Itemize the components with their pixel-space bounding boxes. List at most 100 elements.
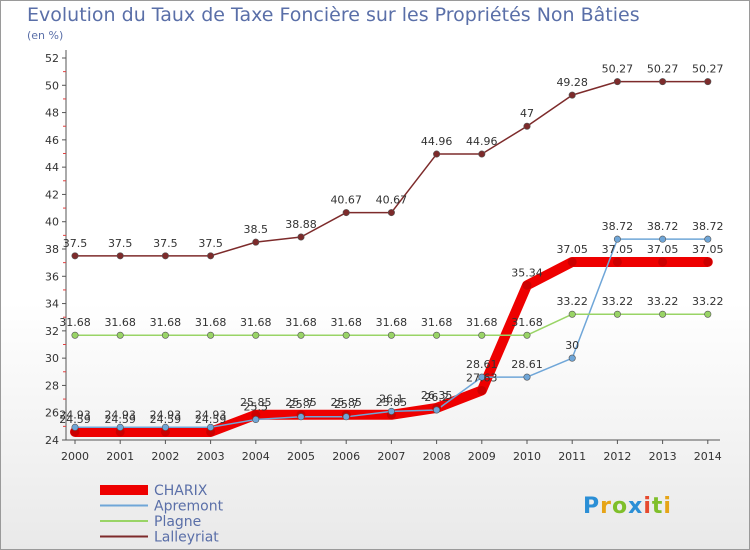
proxiti-logo: Proxiti	[583, 494, 672, 519]
legend-label-apremont: Apremont	[154, 499, 224, 515]
data-label-lalleyriat: 50.27	[602, 63, 634, 76]
chart-title: Evolution du Taux de Taxe Foncière sur l…	[27, 4, 640, 26]
data-point-apremont	[478, 373, 486, 381]
y-tick-label: 26	[45, 407, 59, 420]
data-point-plagne	[523, 331, 531, 339]
data-point-plagne	[568, 310, 576, 318]
data-label-lalleyriat: 50.27	[692, 63, 724, 76]
data-label-apremont: 38.72	[692, 220, 724, 233]
legend-label-lalleyriat: Lalleyriat	[154, 530, 219, 546]
data-point-lalleyriat	[161, 252, 169, 260]
y-tick-label: 36	[45, 270, 59, 283]
data-point-lalleyriat	[613, 78, 621, 86]
data-point-lalleyriat	[568, 91, 576, 99]
data-point-plagne	[704, 310, 712, 318]
y-tick-label: 28	[45, 379, 59, 392]
data-point-lalleyriat	[659, 78, 667, 86]
x-tick-label: 2011	[558, 450, 586, 463]
data-label-plagne: 33.22	[647, 295, 679, 308]
data-label-plagne: 31.68	[511, 316, 543, 329]
data-label-plagne: 31.68	[104, 316, 136, 329]
data-label-charix: 37.05	[602, 243, 634, 256]
data-label-apremont: 28.61	[466, 358, 498, 371]
data-label-plagne: 31.68	[376, 316, 408, 329]
data-point-plagne	[342, 331, 350, 339]
data-point-charix	[567, 257, 577, 267]
data-label-charix: 37.05	[692, 243, 724, 256]
data-label-plagne: 31.68	[59, 316, 91, 329]
x-tick-label: 2005	[287, 450, 315, 463]
y-tick-label: 40	[45, 216, 59, 229]
data-label-lalleyriat: 40.67	[376, 194, 408, 207]
data-point-apremont	[523, 373, 531, 381]
y-tick-label: 50	[45, 79, 59, 92]
data-label-lalleyriat: 50.27	[647, 63, 679, 76]
data-label-apremont: 26.1	[379, 392, 404, 405]
data-point-apremont	[161, 423, 169, 431]
data-point-plagne	[433, 331, 441, 339]
x-tick-label: 2003	[197, 450, 225, 463]
x-tick-label: 2001	[106, 450, 134, 463]
data-label-charix: 37.05	[556, 243, 588, 256]
data-point-lalleyriat	[704, 78, 712, 86]
data-point-lalleyriat	[478, 150, 486, 158]
data-point-apremont	[297, 413, 305, 421]
data-point-plagne	[613, 310, 621, 318]
data-label-plagne: 31.68	[466, 316, 498, 329]
data-point-apremont	[433, 406, 441, 414]
data-point-charix	[477, 385, 487, 395]
data-point-apremont	[71, 423, 79, 431]
data-point-apremont	[207, 423, 215, 431]
y-tick-label: 32	[45, 325, 59, 338]
data-label-lalleyriat: 37.5	[63, 237, 88, 250]
data-label-apremont: 24.93	[195, 408, 227, 421]
data-point-charix	[522, 280, 532, 290]
legend-label-charix: CHARIX	[154, 483, 208, 499]
data-label-lalleyriat: 37.5	[108, 237, 133, 250]
data-point-apremont	[659, 235, 667, 243]
x-tick-label: 2009	[468, 450, 496, 463]
data-label-charix: 25.85	[376, 396, 408, 409]
data-label-charix: 35.34	[511, 266, 543, 279]
data-point-plagne	[116, 331, 124, 339]
data-label-charix: 25.85	[240, 396, 272, 409]
y-tick-label: 24	[45, 434, 59, 447]
x-tick-label: 2006	[332, 450, 360, 463]
data-label-charix: 37.05	[647, 243, 679, 256]
data-label-charix: 26.35	[421, 389, 453, 402]
x-tick-label: 2012	[603, 450, 631, 463]
y-tick-label: 44	[45, 161, 59, 174]
data-label-lalleyriat: 38.5	[244, 223, 269, 236]
x-tick-label: 2002	[151, 450, 179, 463]
data-point-apremont	[568, 354, 576, 362]
data-point-lalleyriat	[297, 233, 305, 241]
data-label-charix: 25.85	[285, 396, 317, 409]
y-tick-label: 48	[45, 107, 59, 120]
data-label-apremont: 25.5	[244, 401, 269, 414]
data-label-lalleyriat: 38.88	[285, 218, 317, 231]
data-label-plagne: 31.68	[421, 316, 453, 329]
data-point-charix	[612, 257, 622, 267]
data-point-plagne	[297, 331, 305, 339]
data-label-apremont: 25.7	[289, 398, 314, 411]
data-label-charix: 24.59	[59, 413, 91, 426]
data-label-plagne: 31.68	[195, 316, 227, 329]
data-point-plagne	[207, 331, 215, 339]
y-unit-label: (en %)	[27, 29, 64, 42]
data-point-plagne	[252, 331, 260, 339]
data-label-lalleyriat: 47	[520, 107, 534, 120]
y-tick-label: 34	[45, 298, 59, 311]
data-point-lalleyriat	[116, 252, 124, 260]
x-tick-label: 2008	[423, 450, 451, 463]
data-label-lalleyriat: 44.96	[421, 135, 453, 148]
data-label-charix: 25.85	[330, 396, 362, 409]
data-point-apremont	[387, 407, 395, 415]
data-point-apremont	[252, 416, 260, 424]
data-label-lalleyriat: 37.5	[153, 237, 178, 250]
data-label-lalleyriat: 49.28	[556, 76, 588, 89]
data-label-lalleyriat: 44.96	[466, 135, 498, 148]
data-label-lalleyriat: 40.67	[330, 194, 362, 207]
data-label-plagne: 31.68	[240, 316, 272, 329]
